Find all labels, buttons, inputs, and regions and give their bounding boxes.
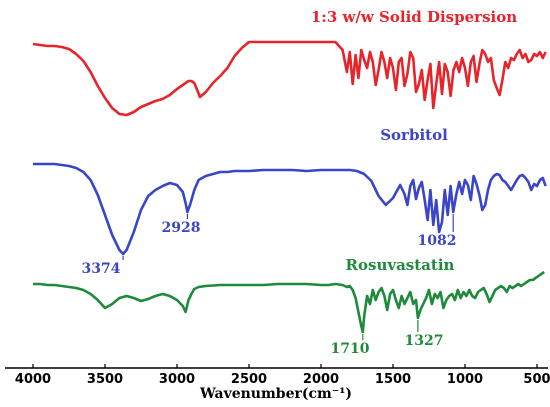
x-tick-label-3500: 3500 (87, 372, 123, 387)
series-line-2 (33, 270, 545, 334)
spectra-layer (32, 40, 547, 334)
x-tick-label-2500: 2500 (231, 372, 267, 387)
x-tick-label-500: 500 (523, 372, 550, 387)
series-labels: 1:3 w/w Solid Dispersion Sorbitol Rosuva… (311, 8, 517, 274)
x-tick-label-3000: 3000 (159, 372, 195, 387)
series-line-0 (32, 40, 547, 117)
annotation-1327: 1327 (405, 333, 444, 349)
x-tick-label-2000: 2000 (303, 372, 339, 387)
x-tick-label-1500: 1500 (375, 372, 411, 387)
annotation-1082: 1082 (418, 233, 457, 249)
x-axis: 4000 3500 3000 2500 2000 1500 1000 500 (5, 364, 550, 387)
series-line-1 (33, 162, 547, 256)
annotation-1710: 1710 (331, 341, 370, 357)
peak-annotations: 3374 2928 1082 1710 1327 (82, 214, 457, 357)
x-axis-title: Wavenumber(cm⁻¹) (199, 386, 352, 402)
x-tick-label-4000: 4000 (15, 372, 51, 387)
label-sorbitol: Sorbitol (380, 126, 448, 144)
x-tick-label-1000: 1000 (447, 372, 483, 387)
label-solid-dispersion: 1:3 w/w Solid Dispersion (311, 8, 517, 26)
label-rosuvastatin: Rosuvastatin (346, 256, 455, 274)
annotation-2928: 2928 (162, 220, 201, 236)
annotation-3374: 3374 (82, 261, 121, 277)
